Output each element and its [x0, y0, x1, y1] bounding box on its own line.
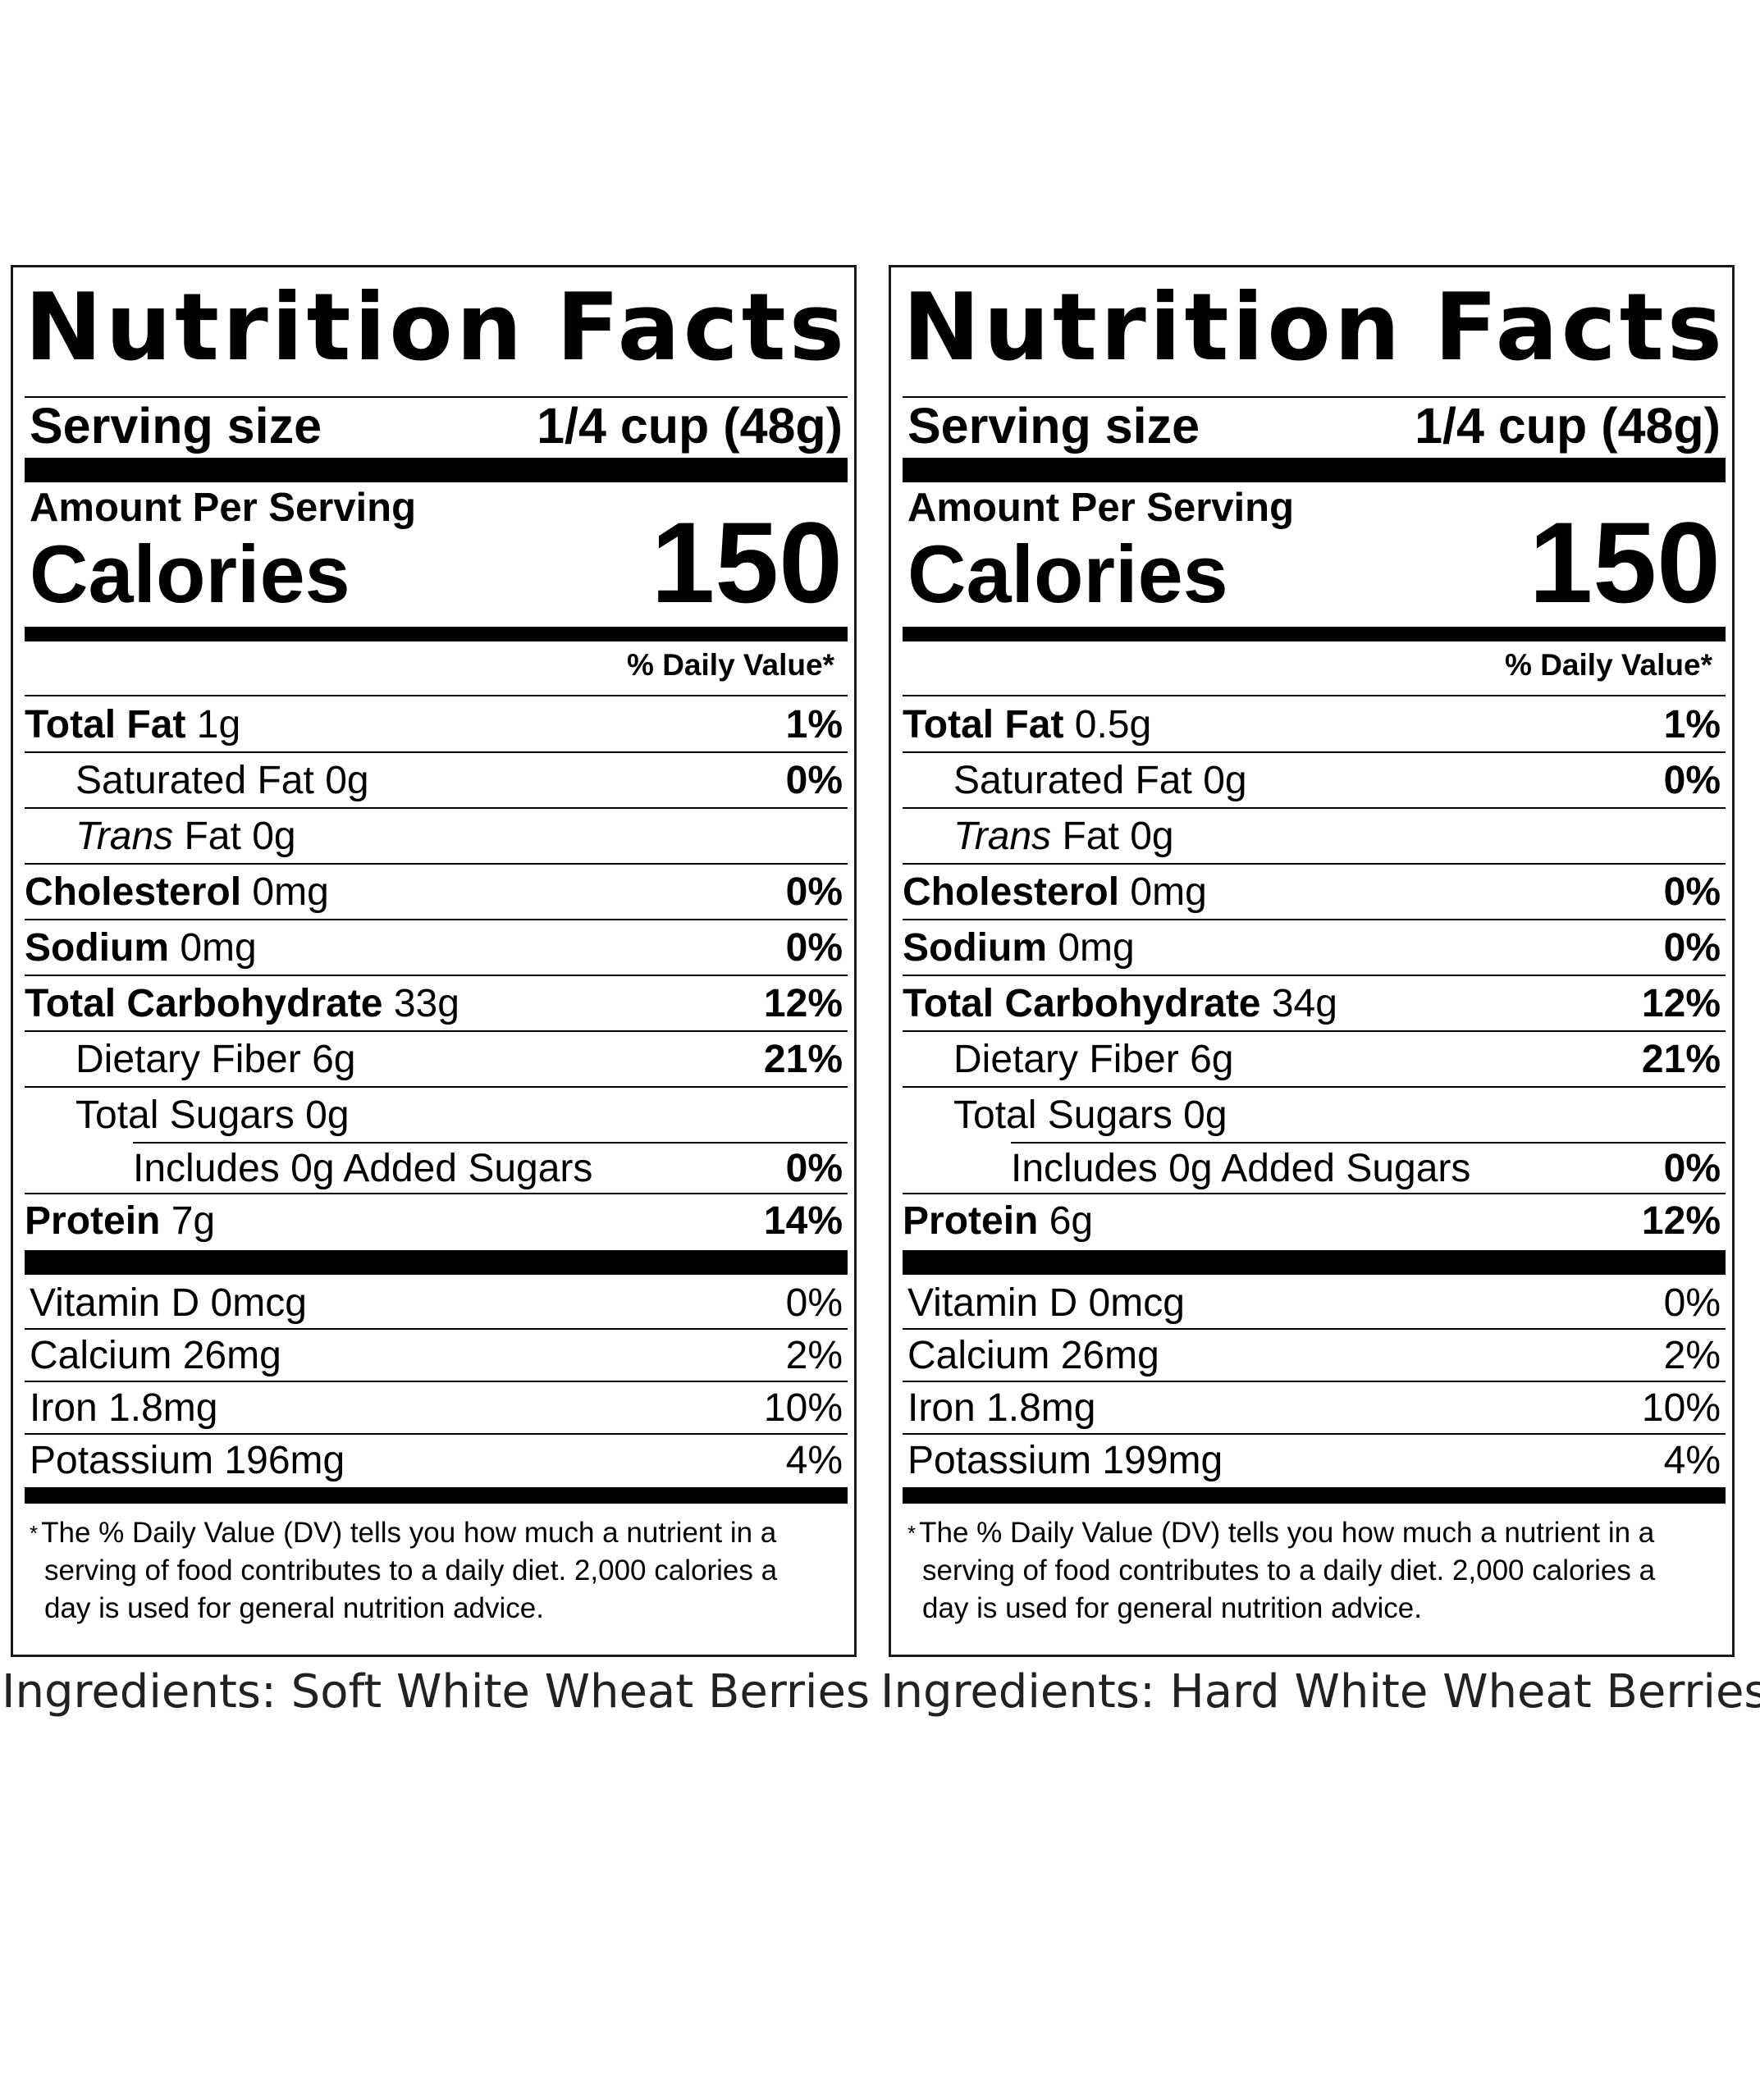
nutrient-row-added-sugars: Includes 0g Added Sugars 0%: [133, 1146, 843, 1190]
calories-label: Calories: [30, 528, 350, 619]
title-word-nutrition: Nutrition: [25, 272, 526, 381]
calories-label: Calories: [907, 528, 1228, 619]
divider: [903, 1328, 1726, 1330]
calories-value: 150: [651, 498, 843, 627]
divider: [25, 1030, 848, 1032]
nutrient-row-cholesterol: Cholesterol 0mg 0%: [25, 870, 843, 914]
nutrient-row-sodium: Sodium 0mg 0%: [25, 925, 843, 970]
thick-divider: [25, 1250, 848, 1275]
title-word-facts: Facts: [555, 272, 848, 381]
nutrient-row-dietary-fiber: Dietary Fiber 6g 21%: [75, 1037, 843, 1081]
divider: [133, 1142, 848, 1144]
vitamin-row-potassium: Potassium 196mg 4%: [30, 1438, 843, 1482]
nutrient-row-sodium: Sodium 0mg 0%: [903, 925, 1721, 970]
footnote: * The % Daily Value (DV) tells you how mu…: [907, 1517, 1656, 1624]
divider: [25, 751, 848, 753]
nutrient-row-saturated-fat: Saturated Fat 0g 0%: [953, 758, 1721, 802]
divider: [903, 396, 1726, 398]
title-word-facts: Facts: [1433, 272, 1726, 381]
divider: [903, 695, 1726, 696]
nutrient-row-total-carbohydrate: Total Carbohydrate 34g 12%: [903, 981, 1721, 1025]
vitamin-row-potassium: Potassium 199mg 4%: [907, 1438, 1721, 1482]
nutrient-row-trans-fat: Trans Fat 0g: [75, 814, 296, 858]
vitamin-row-vitamin-d: Vitamin D 0mcg 0%: [30, 1281, 843, 1325]
divider: [903, 919, 1726, 920]
nutrient-row-protein: Protein 7g 14%: [25, 1198, 843, 1243]
nutrient-row-cholesterol: Cholesterol 0mg 0%: [903, 870, 1721, 914]
divider: [25, 919, 848, 920]
vitamin-row-calcium: Calcium 26mg 2%: [30, 1333, 843, 1377]
ingredients-hard-white: Ingredients: Hard White Wheat Berries: [880, 1665, 1760, 1719]
divider: [903, 1086, 1726, 1088]
nutrient-row-total-carbohydrate: Total Carbohydrate 33g 12%: [25, 981, 843, 1025]
serving-size-row: Serving size 1/4 cup (48g): [30, 397, 843, 454]
divider: [25, 1328, 848, 1330]
nutrition-label-soft-white: Nutrition Facts Serving size 1/4 cup (48…: [11, 265, 857, 1657]
divider: [25, 975, 848, 976]
nutrient-row-added-sugars: Includes 0g Added Sugars 0%: [1011, 1146, 1721, 1190]
serving-size-label: Serving size: [30, 398, 322, 454]
divider: [1011, 1142, 1726, 1144]
divider: [25, 695, 848, 696]
nutrient-row-protein: Protein 6g 12%: [903, 1198, 1721, 1243]
nutrient-row-total-sugars: Total Sugars 0g: [75, 1093, 350, 1137]
divider: [903, 1381, 1726, 1382]
divider: [903, 1433, 1726, 1435]
divider: [903, 807, 1726, 809]
nutrient-row-total-fat: Total Fat 0.5g 1%: [903, 702, 1721, 746]
divider: [25, 863, 848, 865]
nutrition-label-hard-white: Nutrition Facts Serving size 1/4 cup (48…: [889, 265, 1735, 1657]
divider: [903, 751, 1726, 753]
nutrient-row-total-sugars: Total Sugars 0g: [953, 1093, 1227, 1137]
vitamin-row-iron: Iron 1.8mg 10%: [907, 1386, 1721, 1430]
divider: [903, 1030, 1726, 1032]
serving-size-value: 1/4 cup (48g): [537, 398, 843, 454]
amount-per-serving: Amount Per Serving: [30, 486, 417, 530]
label-title: Nutrition Facts: [903, 272, 1726, 381]
serving-size-value: 1/4 cup (48g): [1415, 398, 1721, 454]
divider: [25, 396, 848, 398]
nutrient-row-total-fat: Total Fat 1g 1%: [25, 702, 843, 746]
divider: [25, 1193, 848, 1194]
thick-divider: [903, 627, 1726, 641]
divider: [25, 1086, 848, 1088]
vitamin-row-calcium: Calcium 26mg 2%: [907, 1333, 1721, 1377]
title-word-nutrition: Nutrition: [903, 272, 1404, 381]
divider: [903, 975, 1726, 976]
divider: [25, 807, 848, 809]
divider: [25, 1381, 848, 1382]
divider: [903, 1193, 1726, 1194]
label-title: Nutrition Facts: [25, 272, 848, 381]
nutrient-row-trans-fat: Trans Fat 0g: [953, 814, 1174, 858]
daily-value-header: % Daily Value*: [627, 648, 834, 682]
calories-value: 150: [1529, 498, 1721, 627]
amount-per-serving: Amount Per Serving: [907, 486, 1295, 530]
daily-value-header: % Daily Value*: [1505, 648, 1712, 682]
serving-size-label: Serving size: [907, 398, 1200, 454]
divider: [903, 863, 1726, 865]
vitamin-row-vitamin-d: Vitamin D 0mcg 0%: [907, 1281, 1721, 1325]
thick-divider: [25, 627, 848, 641]
serving-size-row: Serving size 1/4 cup (48g): [907, 397, 1721, 454]
thick-divider: [903, 1487, 1726, 1504]
thick-divider: [903, 1250, 1726, 1275]
vitamin-row-iron: Iron 1.8mg 10%: [30, 1386, 843, 1430]
thick-divider: [25, 1487, 848, 1504]
ingredients-soft-white: Ingredients: Soft White Wheat Berries: [2, 1665, 871, 1719]
nutrient-row-saturated-fat: Saturated Fat 0g 0%: [75, 758, 843, 802]
footnote: * The % Daily Value (DV) tells you how mu…: [30, 1517, 778, 1624]
divider: [25, 1433, 848, 1435]
thick-divider: [25, 458, 848, 482]
thick-divider: [903, 458, 1726, 482]
nutrient-row-dietary-fiber: Dietary Fiber 6g 21%: [953, 1037, 1721, 1081]
